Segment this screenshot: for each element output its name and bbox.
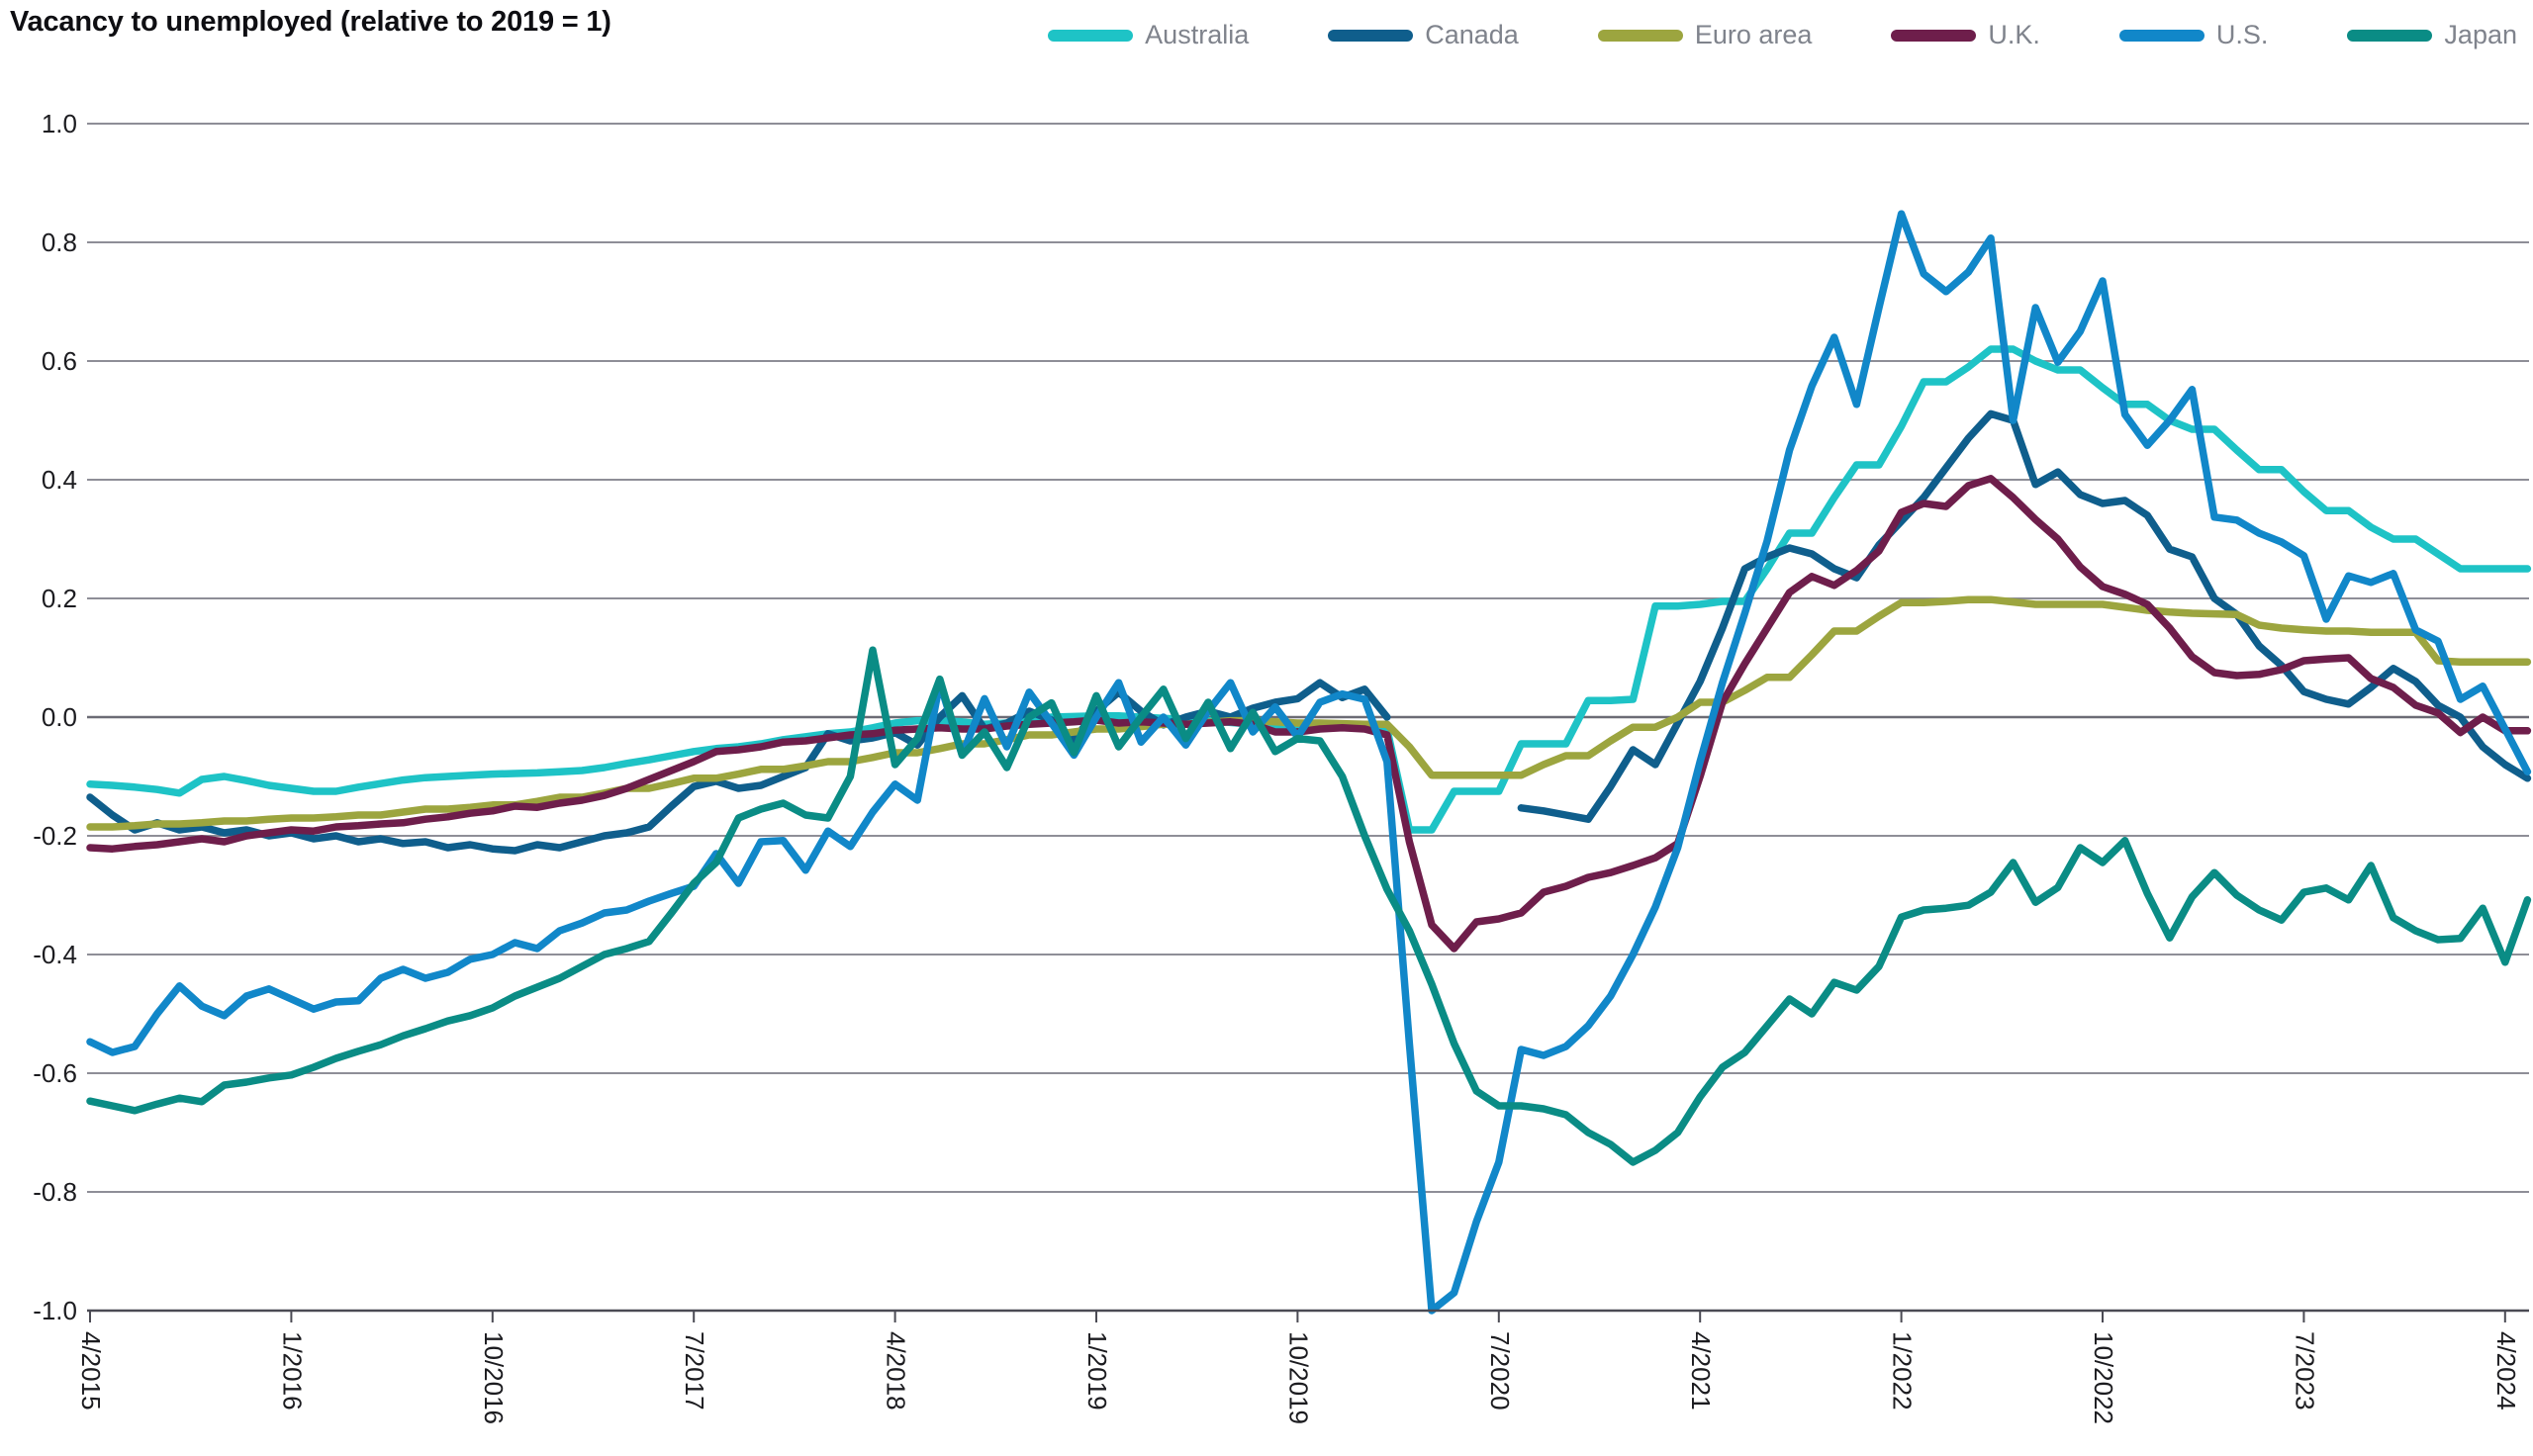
legend-swatch-uk xyxy=(1891,29,1977,42)
x-tick-label-7-2017: 7/2017 xyxy=(680,1331,709,1410)
y-tick-label--0.2: -0.2 xyxy=(33,821,77,851)
x-axis-labels: 4/2015 1/2016 10/2016 7/2017 4/2018 1/2019 10/… xyxy=(76,1331,2521,1424)
legend-item-uk: U.K. xyxy=(1891,20,2040,50)
x-tick-label-1-2019: 1/2019 xyxy=(1082,1331,1112,1410)
x-tick-label-1-2016: 1/2016 xyxy=(277,1331,307,1410)
series-lines xyxy=(86,210,2532,1315)
x-axis xyxy=(87,1309,2529,1322)
x-tick-label-10-2022: 10/2022 xyxy=(2089,1331,2118,1424)
legend-swatch-canada xyxy=(1328,29,1414,42)
y-tick-label-0.4: 0.4 xyxy=(42,465,77,495)
y-tick-label-0.0: 0.0 xyxy=(42,702,77,732)
x-tick-label-1-2022: 1/2022 xyxy=(1888,1331,1918,1410)
x-tick-label-4-2024: 4/2024 xyxy=(2491,1331,2521,1410)
legend-label-canada: Canada xyxy=(1425,20,1519,49)
x-tick-label-10-2019: 10/2019 xyxy=(1283,1331,1313,1424)
y-tick-label--1.0: -1.0 xyxy=(33,1296,77,1325)
y-tick-label--0.6: -0.6 xyxy=(33,1058,77,1088)
y-tick-label--0.4: -0.4 xyxy=(33,940,77,969)
y-tick-label-0.6: 0.6 xyxy=(42,346,77,376)
legend-label-japan: Japan xyxy=(2444,20,2517,49)
y-tick-label-0.8: 0.8 xyxy=(42,228,77,257)
legend-label-euro-area: Euro area xyxy=(1694,20,1813,49)
legend-item-japan: Japan xyxy=(2347,20,2517,50)
legend-item-australia: Australia xyxy=(1048,20,1249,50)
legend: Australia Canada Euro area U.K. U.S. Japan xyxy=(1048,20,2517,50)
series-line-australia xyxy=(86,345,2532,834)
y-tick-label-0.2: 0.2 xyxy=(42,584,77,613)
x-tick-label-7-2023: 7/2023 xyxy=(2290,1331,2319,1410)
legend-swatch-australia xyxy=(1048,29,1134,42)
legend-label-australia: Australia xyxy=(1145,20,1250,49)
legend-swatch-euro-area xyxy=(1597,29,1683,42)
legend-label-uk: U.K. xyxy=(1988,20,2040,49)
x-tick-label-7-2020: 7/2020 xyxy=(1485,1331,1515,1410)
legend-swatch-us xyxy=(2118,29,2205,42)
legend-swatch-japan xyxy=(2347,29,2433,42)
y-axis-labels: 1.0 0.8 0.6 0.4 0.2 0.0 -0.2 -0.4 -0.6 -0.8 -1.0 xyxy=(33,109,77,1325)
y-tick-label-1.0: 1.0 xyxy=(42,109,77,138)
x-tick-label-10-2016: 10/2016 xyxy=(479,1331,509,1424)
series-line-japan xyxy=(86,646,2532,1166)
x-tick-label-4-2018: 4/2018 xyxy=(882,1331,911,1410)
x-tick-label-4-2015: 4/2015 xyxy=(76,1331,106,1410)
legend-item-euro-area: Euro area xyxy=(1597,20,1813,50)
series-line-u-s xyxy=(86,210,2532,1315)
legend-item-us: U.S. xyxy=(2118,20,2269,50)
legend-item-canada: Canada xyxy=(1328,20,1519,50)
chart-title: Vacancy to unemployed (relative to 2019 … xyxy=(10,6,611,38)
y-tick-label--0.8: -0.8 xyxy=(33,1177,77,1207)
legend-label-us: U.S. xyxy=(2215,20,2269,49)
x-tick-label-4-2021: 4/2021 xyxy=(1686,1331,1716,1410)
series-line-u-k xyxy=(86,475,2532,953)
